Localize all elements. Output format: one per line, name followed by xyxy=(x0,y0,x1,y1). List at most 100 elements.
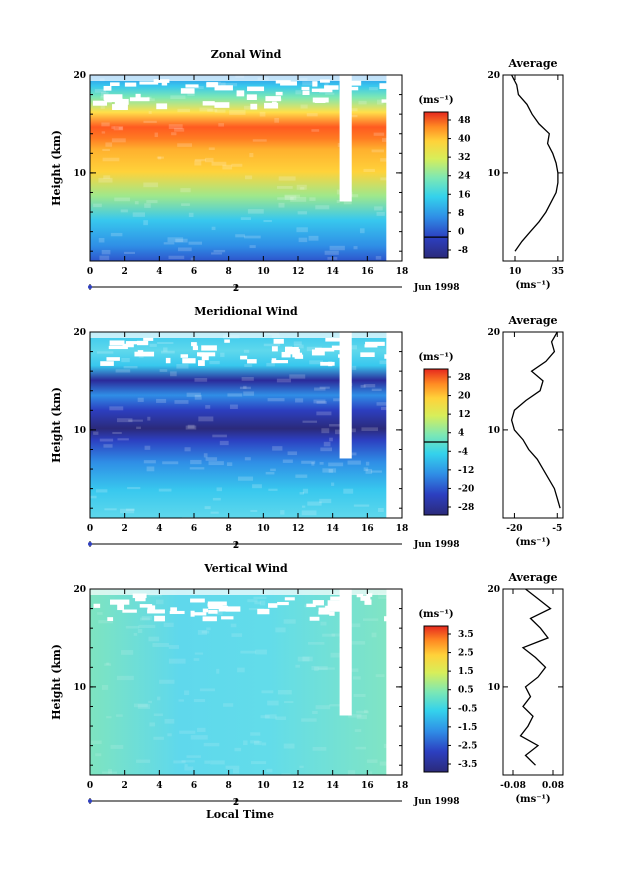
missing-data xyxy=(319,88,333,93)
field-texture xyxy=(237,476,254,481)
field-texture xyxy=(320,621,327,626)
colorbar-tick-label: 2.5 xyxy=(458,649,474,659)
field-texture xyxy=(315,205,330,210)
field-texture xyxy=(157,341,174,344)
missing-data xyxy=(246,94,257,100)
field-texture xyxy=(374,206,383,211)
field-texture xyxy=(316,411,332,416)
missing-data xyxy=(132,593,147,599)
missing-data xyxy=(221,616,234,620)
x-tick-label: 0 xyxy=(87,267,93,277)
missing-data xyxy=(156,103,168,110)
field-texture xyxy=(167,733,172,737)
field-texture xyxy=(329,437,333,442)
field-texture xyxy=(231,163,243,167)
field-texture xyxy=(203,742,220,747)
field-texture xyxy=(123,365,138,369)
field-texture xyxy=(267,700,279,706)
field-texture xyxy=(184,766,194,771)
wind-field xyxy=(90,332,387,518)
missing-data xyxy=(346,86,359,91)
missing-data xyxy=(106,357,120,361)
field-texture xyxy=(297,211,307,215)
field-texture xyxy=(244,235,261,239)
colorbar-tick-label: 4 xyxy=(458,429,464,439)
field-texture xyxy=(266,768,273,773)
field-texture xyxy=(94,88,107,93)
field-texture xyxy=(137,628,143,634)
field-texture xyxy=(354,729,362,732)
field-texture xyxy=(264,714,277,719)
field-texture xyxy=(356,710,369,714)
field-texture xyxy=(158,156,162,160)
field-texture xyxy=(178,699,184,702)
field-texture xyxy=(306,346,322,352)
field-texture xyxy=(263,343,281,347)
field-texture xyxy=(247,599,258,603)
x-tick-label: 16 xyxy=(361,267,374,277)
field-texture xyxy=(232,768,240,774)
field-texture xyxy=(325,92,335,95)
field-texture xyxy=(360,384,366,388)
field-texture xyxy=(350,108,358,112)
average-x-tick-label: 0.08 xyxy=(542,781,564,791)
field-texture xyxy=(116,418,133,423)
field-texture xyxy=(348,668,359,672)
field-texture xyxy=(331,633,342,637)
field-texture xyxy=(321,428,330,434)
y-axis-label: Height (km) xyxy=(50,130,63,206)
average-profile-line xyxy=(510,331,561,509)
x-tick-label: 2 xyxy=(122,267,128,277)
field-texture xyxy=(212,497,221,501)
field-texture xyxy=(117,438,129,441)
field-texture xyxy=(328,468,333,473)
x-tick-label: 2 xyxy=(122,524,128,534)
missing-data xyxy=(328,361,333,367)
field-texture xyxy=(170,95,186,100)
missing-data xyxy=(320,361,335,366)
field-texture xyxy=(177,108,190,113)
missing-data xyxy=(330,596,347,601)
x-tick-label: 4 xyxy=(156,267,162,277)
average-frame xyxy=(502,331,564,519)
missing-data xyxy=(240,355,248,360)
field-texture xyxy=(211,226,216,231)
average-x-tick-label: -20 xyxy=(506,524,522,534)
missing-data xyxy=(306,603,316,608)
missing-data xyxy=(208,609,218,614)
date-label: Jun 1998 xyxy=(413,283,460,293)
field-texture xyxy=(301,460,316,464)
y-axis-label: Height (km) xyxy=(50,387,63,463)
missing-data xyxy=(185,84,199,88)
missing-data xyxy=(170,607,177,612)
field-texture xyxy=(244,364,253,368)
missing-data xyxy=(154,615,165,622)
field-texture xyxy=(284,701,294,704)
missing-data xyxy=(165,357,171,364)
field-texture xyxy=(164,718,175,724)
y-tick-label: 20 xyxy=(73,71,86,81)
missing-data xyxy=(201,345,217,351)
field-texture xyxy=(95,489,108,493)
data-gap xyxy=(339,332,352,459)
missing-data xyxy=(125,341,141,345)
field-texture xyxy=(289,374,306,379)
x-tick-label: 12 xyxy=(292,524,305,534)
field-texture xyxy=(240,650,257,654)
field-texture xyxy=(371,388,382,392)
missing-data xyxy=(280,81,297,86)
colorbar-tick-label: 40 xyxy=(458,135,471,145)
field-texture xyxy=(205,405,211,409)
field-texture xyxy=(267,398,285,402)
average-x-unit: (ms⁻¹) xyxy=(515,280,550,291)
field-texture xyxy=(241,377,254,381)
field-texture xyxy=(255,649,267,655)
field-texture xyxy=(132,212,146,217)
field-texture xyxy=(282,459,293,463)
missing-data xyxy=(112,104,128,111)
date-label: Jun 1998 xyxy=(413,797,460,807)
missing-data xyxy=(110,82,120,87)
missing-data xyxy=(103,85,112,91)
field-texture xyxy=(243,385,247,389)
